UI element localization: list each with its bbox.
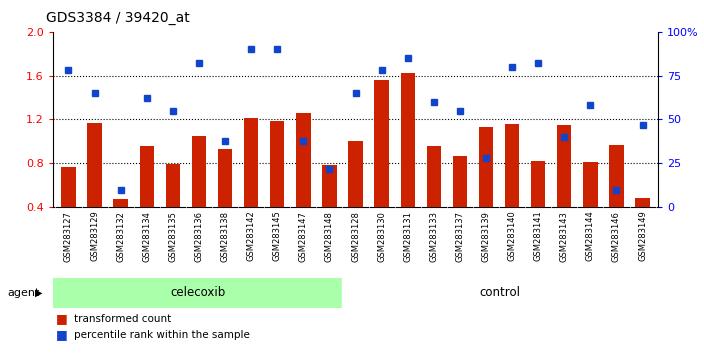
- Text: GSM283145: GSM283145: [272, 211, 282, 261]
- Text: agent: agent: [7, 288, 39, 298]
- Text: transformed count: transformed count: [74, 314, 171, 324]
- Text: celecoxib: celecoxib: [170, 286, 225, 299]
- Text: control: control: [480, 286, 521, 299]
- Text: GSM283142: GSM283142: [246, 211, 256, 261]
- Text: GSM283149: GSM283149: [638, 211, 647, 261]
- Bar: [270, 121, 284, 251]
- Text: GSM283128: GSM283128: [351, 211, 360, 262]
- Bar: [348, 141, 363, 251]
- Text: GSM283134: GSM283134: [142, 211, 151, 262]
- Bar: [557, 125, 572, 251]
- Text: GSM283136: GSM283136: [194, 211, 203, 262]
- Text: GSM283143: GSM283143: [560, 211, 569, 262]
- Text: GSM283132: GSM283132: [116, 211, 125, 262]
- Bar: [218, 149, 232, 251]
- Bar: [583, 162, 598, 251]
- Bar: [609, 145, 624, 251]
- Text: GSM283139: GSM283139: [482, 211, 491, 262]
- Text: GSM283147: GSM283147: [298, 211, 308, 262]
- Bar: [296, 113, 310, 251]
- Text: GSM283130: GSM283130: [377, 211, 386, 262]
- Text: GSM283133: GSM283133: [429, 211, 439, 262]
- Bar: [479, 127, 494, 251]
- Bar: [636, 198, 650, 251]
- Bar: [113, 199, 128, 251]
- Bar: [401, 74, 415, 251]
- Text: GSM283131: GSM283131: [403, 211, 413, 262]
- Text: GSM283146: GSM283146: [612, 211, 621, 262]
- Bar: [322, 165, 337, 251]
- Text: GSM283148: GSM283148: [325, 211, 334, 262]
- Bar: [53, 278, 342, 308]
- Bar: [191, 136, 206, 251]
- Text: GSM283135: GSM283135: [168, 211, 177, 262]
- Text: ■: ■: [56, 328, 68, 341]
- Text: GSM283127: GSM283127: [64, 211, 73, 262]
- Bar: [531, 161, 546, 251]
- Bar: [87, 123, 102, 251]
- Bar: [165, 164, 180, 251]
- Text: GSM283140: GSM283140: [508, 211, 517, 261]
- Text: GSM283137: GSM283137: [455, 211, 465, 262]
- Text: GDS3384 / 39420_at: GDS3384 / 39420_at: [46, 11, 189, 25]
- Text: GSM283144: GSM283144: [586, 211, 595, 261]
- Text: percentile rank within the sample: percentile rank within the sample: [74, 330, 250, 339]
- Text: GSM283141: GSM283141: [534, 211, 543, 261]
- Text: GSM283129: GSM283129: [90, 211, 99, 261]
- Bar: [427, 146, 441, 251]
- Bar: [375, 80, 389, 251]
- Bar: [139, 146, 154, 251]
- Bar: [244, 118, 258, 251]
- Bar: [453, 156, 467, 251]
- Text: ■: ■: [56, 312, 68, 325]
- Bar: [505, 124, 520, 251]
- Text: ▶: ▶: [35, 288, 43, 298]
- Bar: [61, 167, 75, 251]
- Text: GSM283138: GSM283138: [220, 211, 230, 262]
